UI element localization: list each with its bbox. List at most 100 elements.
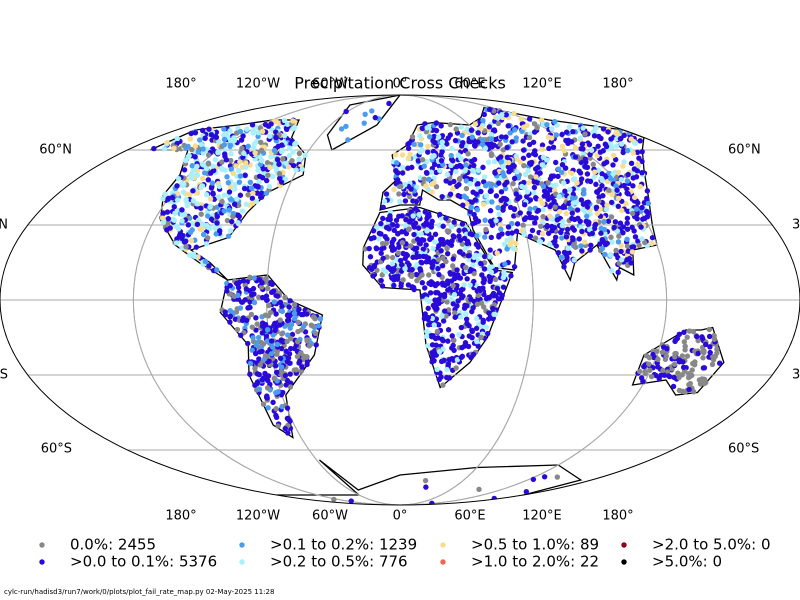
station-dot xyxy=(380,255,386,261)
station-dot xyxy=(423,183,429,189)
station-dot xyxy=(183,244,189,250)
station-dot xyxy=(461,282,467,288)
station-dot xyxy=(593,204,600,211)
station-dot xyxy=(449,355,455,362)
station-dot xyxy=(246,304,253,310)
station-dot xyxy=(467,181,473,187)
station-dot xyxy=(433,316,440,322)
station-dot xyxy=(190,197,197,204)
station-dot xyxy=(426,272,432,278)
station-dot xyxy=(431,322,437,328)
station-dot xyxy=(625,191,631,197)
station-dot xyxy=(486,294,493,301)
station-dot xyxy=(458,124,464,130)
station-dot xyxy=(419,260,425,266)
station-dot xyxy=(274,348,281,354)
station-dot xyxy=(247,299,253,305)
lon-label-bottom: 120°W xyxy=(236,509,280,524)
station-dot xyxy=(207,196,214,202)
station-dot xyxy=(181,181,187,188)
station-dot xyxy=(477,252,484,258)
station-dot xyxy=(487,276,494,283)
station-dot xyxy=(511,264,518,270)
station-dot xyxy=(486,159,492,165)
station-dot xyxy=(417,266,423,272)
station-dot xyxy=(593,125,599,131)
station-dot xyxy=(624,236,630,243)
station-dot xyxy=(431,161,438,168)
station-dot xyxy=(437,211,443,218)
station-dot xyxy=(174,197,181,203)
station-dot xyxy=(449,145,455,152)
station-dot xyxy=(181,167,188,173)
station-dot xyxy=(378,220,384,227)
station-dot xyxy=(434,328,441,335)
station-dot xyxy=(234,326,241,333)
station-dot xyxy=(464,303,470,309)
station-dot xyxy=(546,145,552,152)
station-dot xyxy=(621,148,627,154)
station-dot xyxy=(616,233,622,239)
station-dot xyxy=(409,284,415,290)
station-dot xyxy=(438,157,445,164)
station-dot xyxy=(487,208,494,214)
station-dot xyxy=(560,203,567,210)
station-dot xyxy=(605,129,611,135)
station-dot xyxy=(636,368,643,375)
station-dot xyxy=(655,364,661,370)
station-dot xyxy=(187,136,193,142)
station-dot xyxy=(269,344,276,350)
station-dot xyxy=(583,200,590,206)
station-dot xyxy=(283,348,289,354)
station-dot xyxy=(298,368,304,374)
station-dot xyxy=(453,365,459,371)
station-dot xyxy=(231,201,238,207)
station-dot xyxy=(379,283,386,289)
station-dot xyxy=(454,282,460,289)
station-dot xyxy=(608,234,614,240)
station-dot xyxy=(582,156,588,162)
station-dot xyxy=(534,165,540,171)
station-dot xyxy=(475,343,481,349)
station-dot xyxy=(610,171,616,177)
footer: cylc-run/hadisd3/run7/work/0/plots/plot_… xyxy=(4,588,274,596)
station-dot xyxy=(620,224,627,230)
station-dot xyxy=(420,246,426,252)
station-dot xyxy=(541,474,548,480)
station-dot xyxy=(530,476,537,483)
station-dot xyxy=(259,323,266,329)
station-dot xyxy=(488,141,495,147)
station-dot xyxy=(264,395,270,401)
station-dot xyxy=(446,375,453,381)
station-dot xyxy=(603,206,610,212)
station-dot xyxy=(174,135,181,142)
station-dot xyxy=(418,142,424,148)
station-dot xyxy=(520,147,527,153)
station-dot xyxy=(204,235,211,241)
station-dot xyxy=(284,317,291,324)
station-dot xyxy=(468,204,474,211)
station-dot xyxy=(540,121,546,127)
station-dot xyxy=(370,228,377,234)
station-dot xyxy=(466,252,473,259)
station-dot xyxy=(249,122,256,128)
station-dot xyxy=(409,272,415,278)
station-dot xyxy=(285,430,291,436)
station-dot xyxy=(362,111,368,117)
station-dot xyxy=(221,142,228,148)
station-dot xyxy=(619,256,625,263)
station-dot xyxy=(233,309,240,315)
station-dot xyxy=(540,207,546,213)
station-dot xyxy=(396,191,402,197)
station-dot xyxy=(291,310,298,316)
station-dot xyxy=(531,179,537,185)
station-dot xyxy=(438,358,445,365)
station-dot xyxy=(279,303,285,310)
station-dot xyxy=(541,188,548,194)
station-dot xyxy=(172,210,178,216)
station-dot xyxy=(488,234,495,241)
station-dot xyxy=(264,338,271,344)
station-dot xyxy=(174,183,180,189)
station-dot xyxy=(281,133,288,139)
legend-label: >5.0%: 0 xyxy=(652,553,722,571)
